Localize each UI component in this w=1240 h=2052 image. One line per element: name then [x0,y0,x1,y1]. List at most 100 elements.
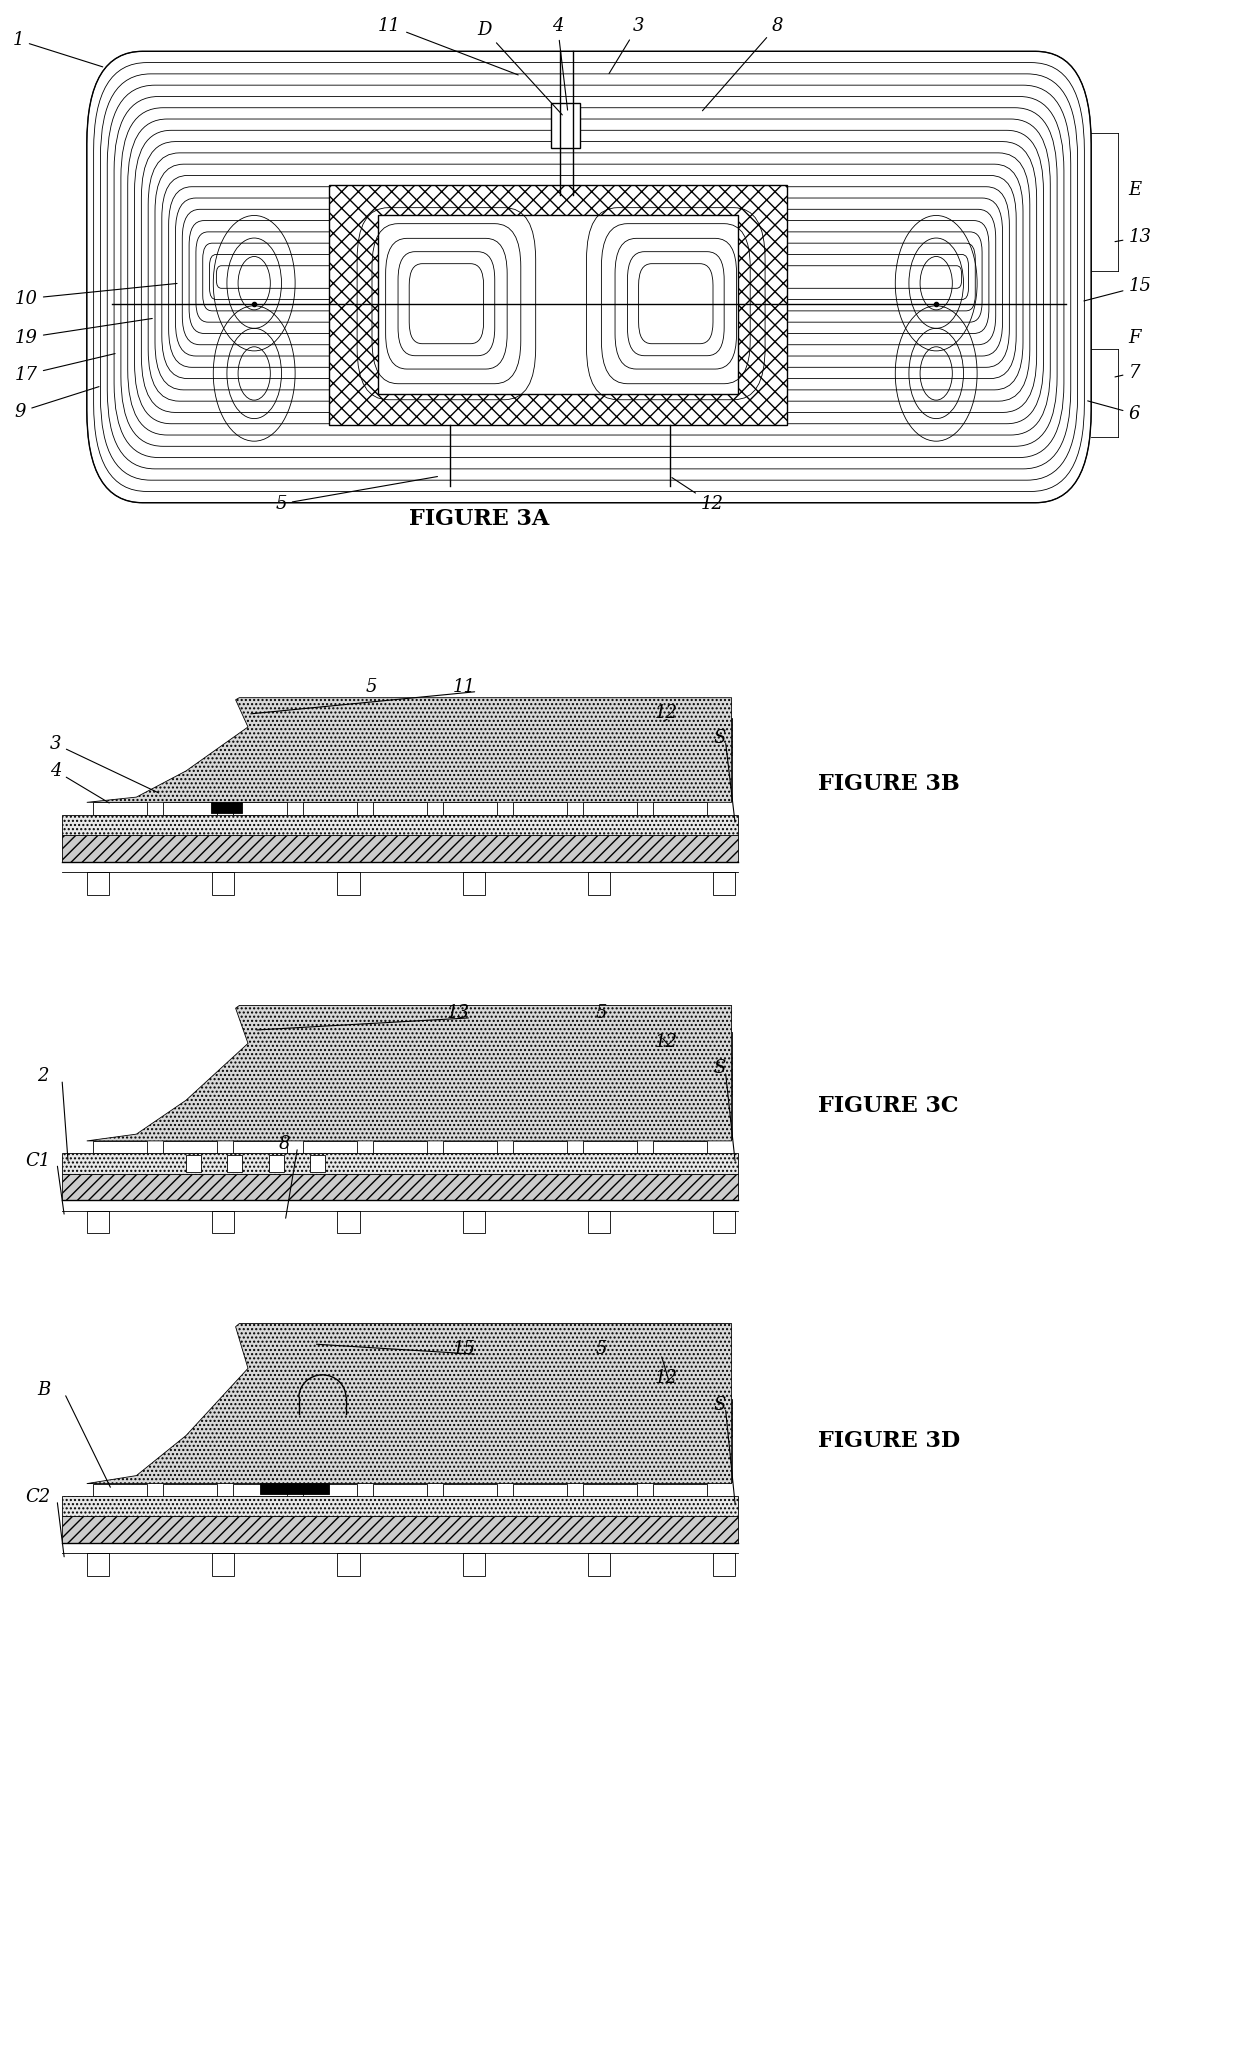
Text: 12: 12 [655,704,678,722]
Bar [653,1484,707,1496]
Bar [211,802,242,813]
Polygon shape [87,1324,732,1484]
Text: FIGURE 3D: FIGURE 3D [818,1430,961,1451]
Bar [303,802,357,815]
Text: 13: 13 [1115,228,1152,246]
Bar [373,802,427,815]
Bar [513,1141,567,1153]
Text: 5: 5 [595,1003,606,1022]
Bar [93,802,146,815]
Text: 11: 11 [378,16,518,76]
Bar [227,1155,242,1172]
Bar [233,1484,286,1496]
Bar [87,1553,109,1576]
Bar [513,802,567,815]
Bar [233,802,286,815]
Text: E: E [1128,181,1142,199]
Bar [310,1155,325,1172]
Bar [713,1211,735,1233]
Text: 10: 10 [15,283,177,308]
Bar [264,718,732,755]
Bar [583,1484,637,1496]
Bar [653,1141,707,1153]
Bar [513,1484,567,1496]
Text: S: S [713,1059,725,1077]
Text: 15: 15 [1084,277,1152,302]
Text: D: D [477,21,562,115]
Bar [62,1496,738,1516]
Bar [588,1553,610,1576]
Text: 5: 5 [595,1340,606,1358]
Bar [583,1141,637,1153]
Text: 13: 13 [446,1003,470,1022]
Text: 6: 6 [1087,400,1140,423]
Text: 12: 12 [655,1032,678,1051]
Bar [337,872,360,895]
Bar [62,835,738,862]
Text: 12: 12 [672,478,724,513]
Text: 3: 3 [609,16,644,74]
Text: 19: 19 [15,318,153,347]
Bar [212,1553,234,1576]
Bar [337,1211,360,1233]
Text: 11: 11 [453,677,476,696]
Bar [443,802,497,815]
Text: 17: 17 [15,353,115,384]
Text: FIGURE 3A: FIGURE 3A [409,509,549,529]
Bar [551,103,580,148]
Bar [463,1211,485,1233]
Text: 4: 4 [552,16,568,111]
Text: 5: 5 [366,677,377,696]
Text: 5: 5 [275,476,438,513]
Bar [62,1153,738,1174]
Bar [303,1141,357,1153]
Bar [93,1484,146,1496]
Bar [303,1484,357,1496]
Text: 9: 9 [15,386,99,421]
Bar [93,1141,146,1153]
Bar [162,1484,217,1496]
Bar [212,1211,234,1233]
Bar [588,1211,610,1233]
Text: 4: 4 [50,761,109,802]
Polygon shape [87,698,732,802]
Bar [713,872,735,895]
Bar [269,1155,284,1172]
Bar [653,802,707,815]
Text: 1: 1 [12,31,103,68]
Text: S: S [713,1395,725,1414]
Bar [463,1553,485,1576]
Bar [186,1155,201,1172]
Bar [373,1484,427,1496]
Bar [329,185,787,425]
Bar [62,1174,738,1200]
Text: B: B [37,1381,51,1399]
Bar [162,802,217,815]
Bar [264,1399,732,1436]
Text: 3: 3 [50,735,159,792]
Text: 12: 12 [655,1369,678,1387]
Bar [713,1553,735,1576]
Text: FIGURE 3B: FIGURE 3B [818,774,960,794]
Text: C2: C2 [25,1488,50,1506]
Text: FIGURE 3C: FIGURE 3C [818,1096,959,1116]
Text: S: S [713,728,725,747]
Bar [378,215,738,394]
Bar [162,1141,217,1153]
Bar [329,185,787,425]
Text: 8: 8 [702,16,782,111]
Bar [212,872,234,895]
Text: 8: 8 [279,1135,290,1153]
Bar [242,1436,732,1482]
Text: 15: 15 [453,1340,476,1358]
Bar [337,1553,360,1576]
Bar [277,1032,732,1057]
Bar [242,1094,732,1139]
Bar [264,1057,732,1094]
Bar [443,1141,497,1153]
FancyBboxPatch shape [87,51,1091,503]
Bar [242,755,732,800]
Bar [87,872,109,895]
Bar [463,872,485,895]
Bar [233,1141,286,1153]
